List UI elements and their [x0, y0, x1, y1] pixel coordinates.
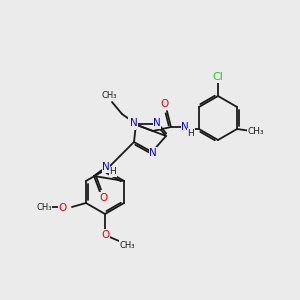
Text: O: O	[99, 193, 107, 203]
Text: N: N	[102, 162, 110, 172]
Text: CH₃: CH₃	[101, 91, 117, 100]
Text: O: O	[101, 230, 109, 240]
Text: O: O	[161, 99, 169, 109]
Text: CH₃: CH₃	[119, 241, 135, 250]
Text: H: H	[188, 128, 194, 137]
Text: N: N	[149, 148, 157, 158]
Text: CH₃: CH₃	[248, 127, 264, 136]
Text: H: H	[110, 167, 116, 176]
Text: S: S	[128, 116, 136, 130]
Text: O: O	[59, 203, 67, 213]
Text: N: N	[181, 122, 189, 132]
Text: N: N	[153, 118, 161, 128]
Text: N: N	[130, 118, 138, 128]
Text: Cl: Cl	[213, 72, 224, 82]
Text: CH₃: CH₃	[36, 202, 52, 211]
